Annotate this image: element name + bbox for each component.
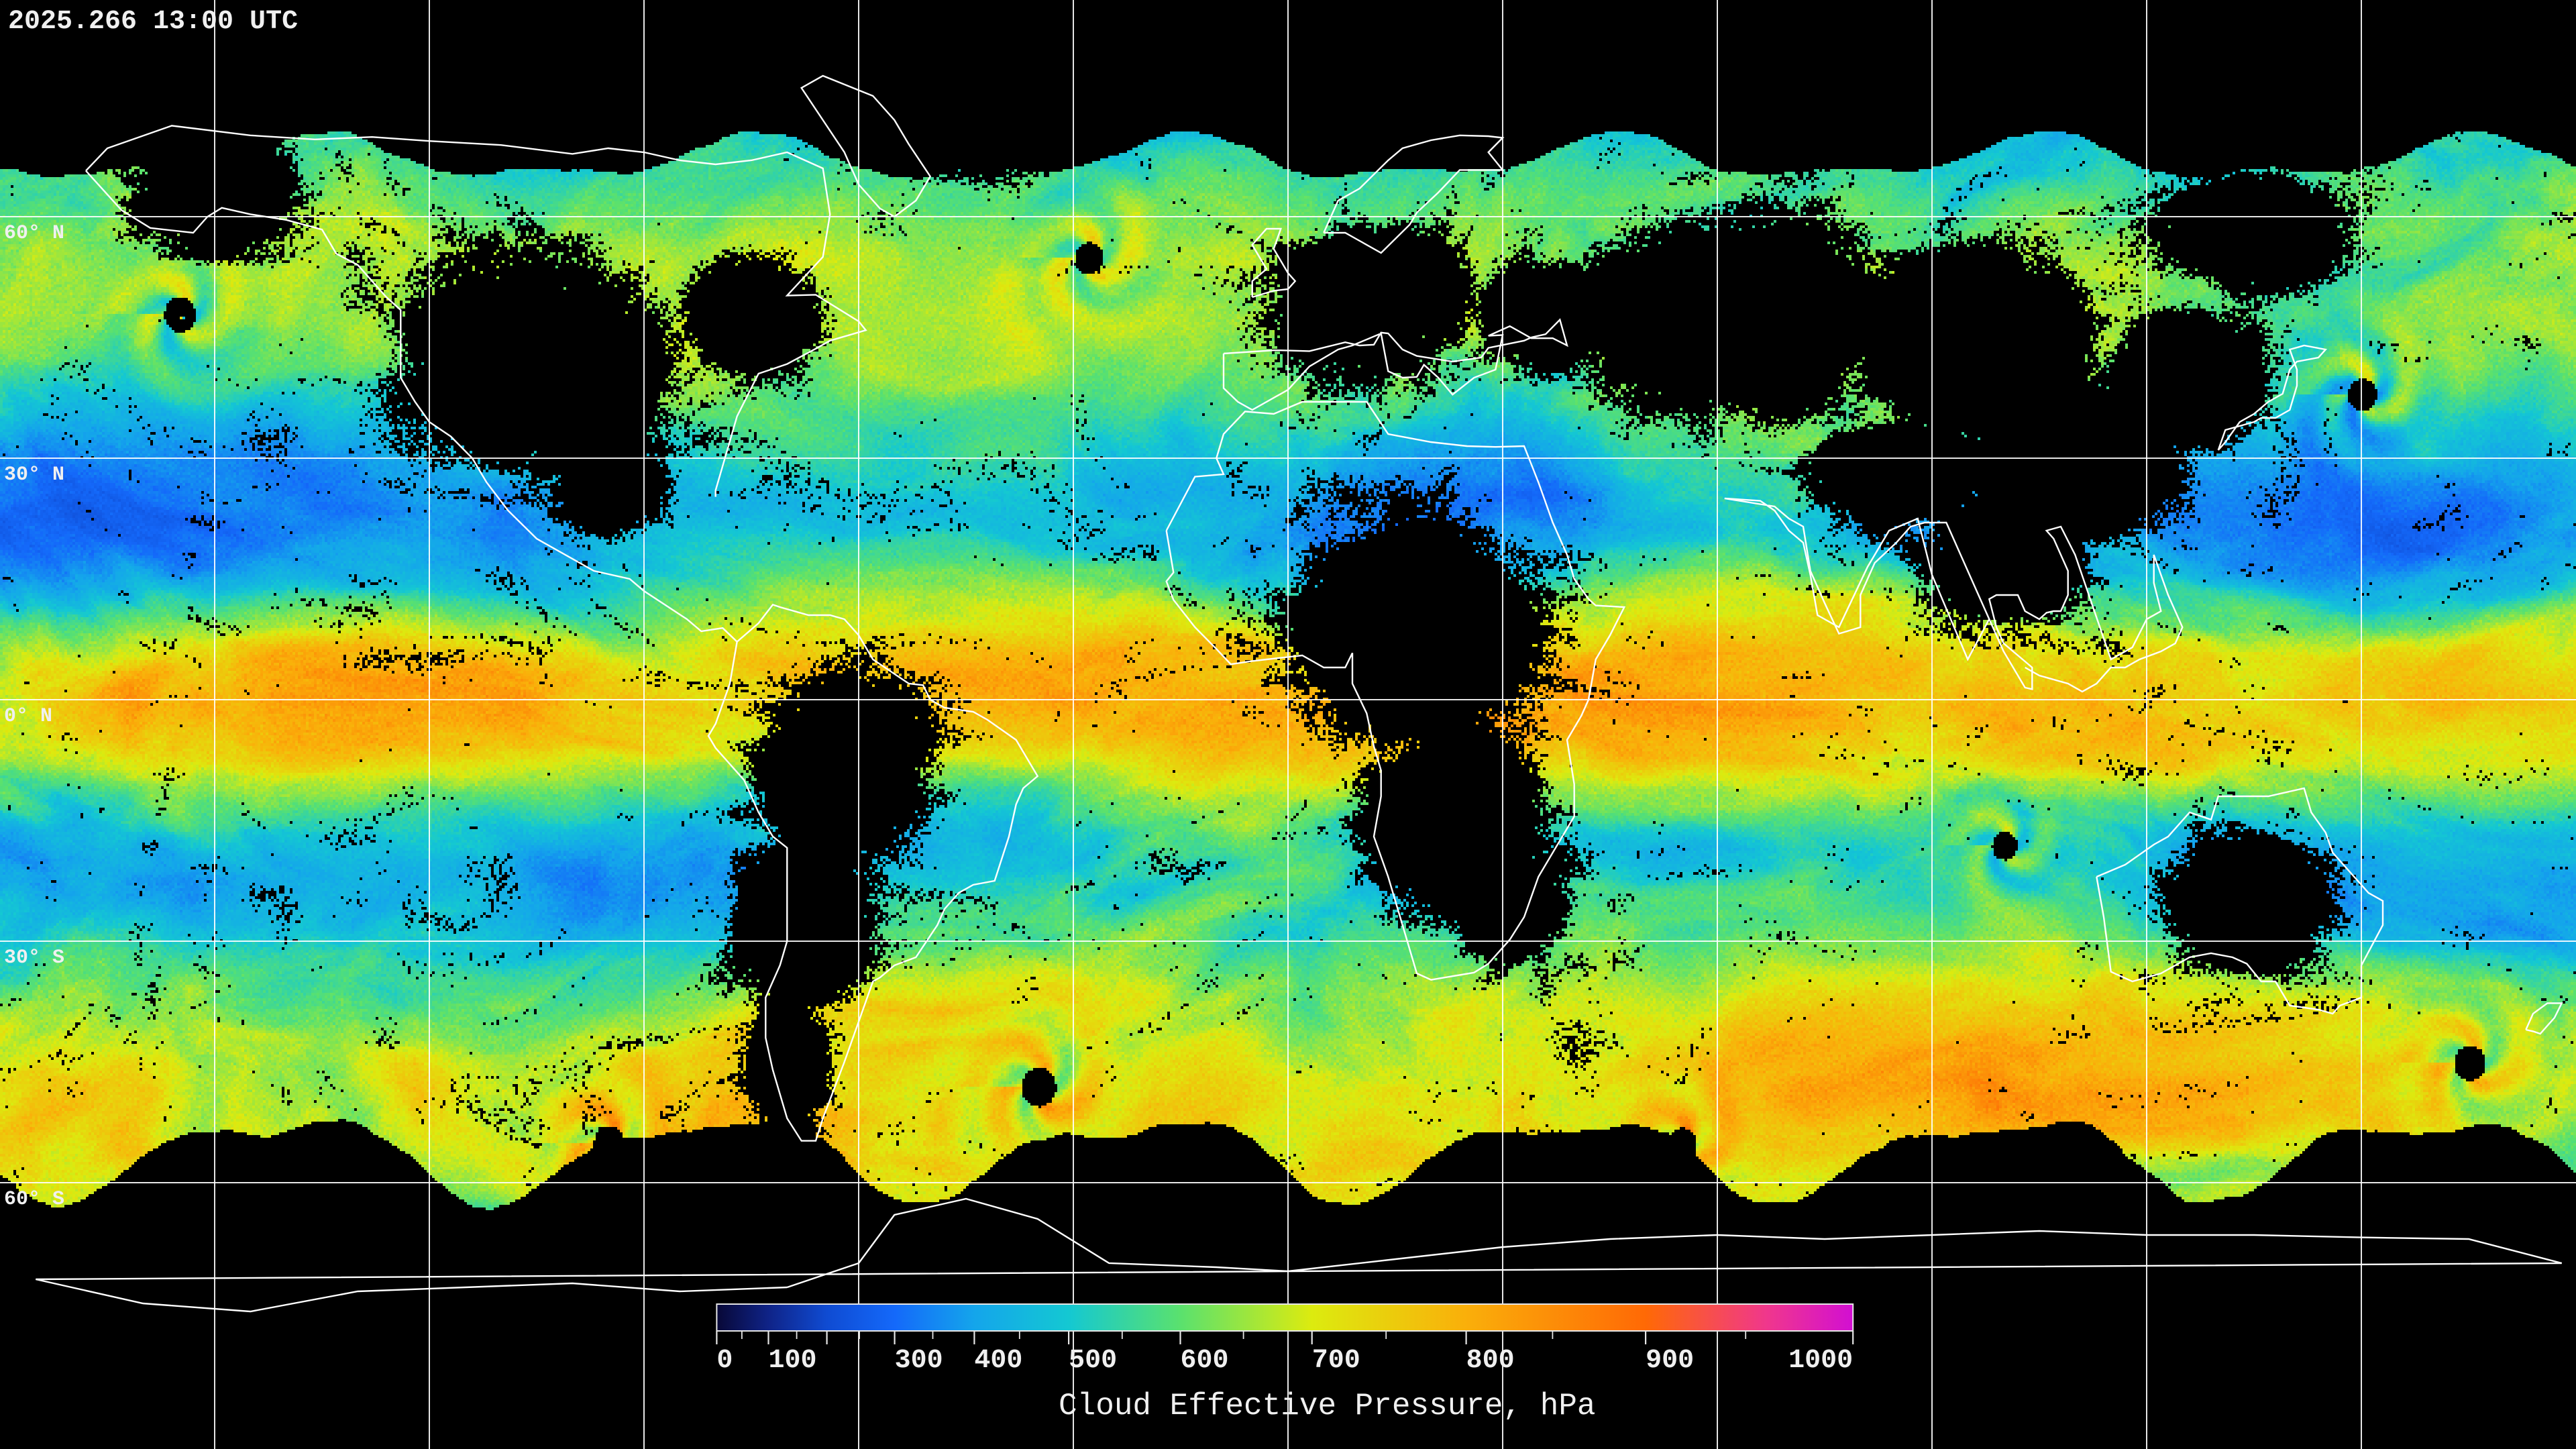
- svg-text:600: 600: [1181, 1346, 1229, 1376]
- svg-text:2025.266 13:00 UTC: 2025.266 13:00 UTC: [8, 7, 298, 37]
- svg-text:Cloud Effective Pressure, hPa: Cloud Effective Pressure, hPa: [1059, 1389, 1596, 1424]
- svg-text:1000: 1000: [1788, 1346, 1853, 1376]
- svg-text:60° S: 60° S: [4, 1188, 64, 1211]
- svg-text:30° S: 30° S: [4, 947, 64, 969]
- svg-text:60° N: 60° N: [4, 222, 64, 245]
- svg-text:0: 0: [716, 1346, 733, 1376]
- svg-text:500: 500: [1069, 1346, 1117, 1376]
- svg-text:400: 400: [974, 1346, 1022, 1376]
- svg-text:800: 800: [1466, 1346, 1515, 1376]
- svg-text:0° N: 0° N: [4, 705, 52, 728]
- svg-text:30° N: 30° N: [4, 464, 64, 486]
- svg-text:700: 700: [1312, 1346, 1360, 1376]
- svg-text:100: 100: [769, 1346, 817, 1376]
- svg-text:900: 900: [1646, 1346, 1694, 1376]
- svg-text:300: 300: [895, 1346, 943, 1376]
